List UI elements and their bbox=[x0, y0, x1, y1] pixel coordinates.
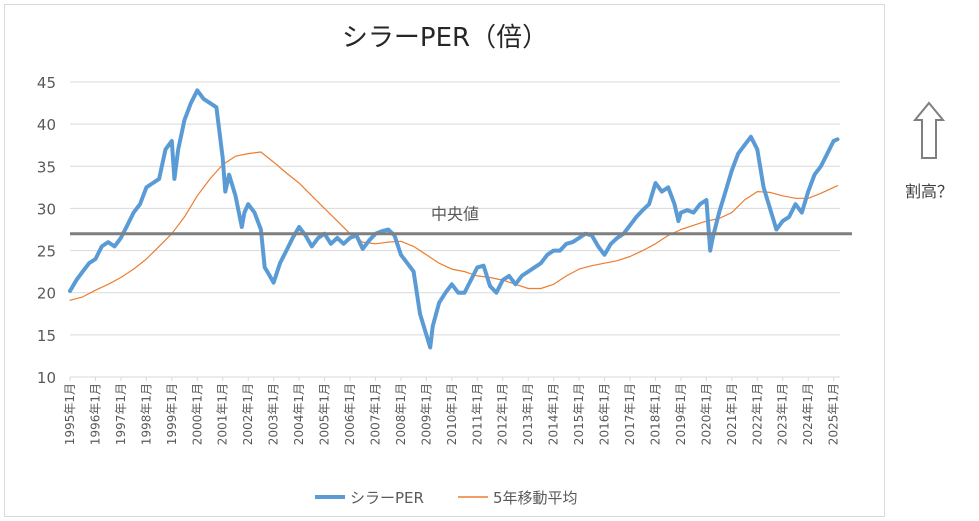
x-tick-label: 2006年1月 bbox=[343, 383, 357, 445]
chart-title: シラーPER（倍） bbox=[342, 23, 548, 53]
y-tick-label: 35 bbox=[37, 158, 56, 176]
x-tick-label: 2013年1月 bbox=[521, 383, 535, 445]
x-axis-labels: 1995年1月 1996年1月 1997年1月 1998年1月 1999年1月 2000年… bbox=[63, 377, 841, 445]
y-tick-label: 45 bbox=[37, 74, 56, 92]
x-tick-label: 1995年1月 bbox=[63, 383, 77, 445]
x-tick-label: 2011年1月 bbox=[470, 383, 484, 445]
median-label: 中央値 bbox=[431, 205, 479, 224]
x-tick-label: 2020年1月 bbox=[699, 383, 713, 445]
up-arrow-icon bbox=[912, 101, 946, 159]
side-note: 割高？ bbox=[905, 182, 954, 201]
x-tick-label: 2004年1月 bbox=[292, 383, 306, 445]
legend-label-shiller-per: シラーPER bbox=[350, 489, 424, 507]
y-tick-label: 25 bbox=[37, 243, 56, 261]
y-tick-label: 20 bbox=[37, 285, 56, 303]
y-tick-label: 30 bbox=[37, 200, 56, 218]
y-axis-labels: 10 15 20 25 30 35 40 45 bbox=[37, 74, 56, 387]
series-line-5yr-ma bbox=[69, 151, 839, 301]
x-tick-label: 2021年1月 bbox=[725, 383, 739, 445]
x-tick-label: 2009年1月 bbox=[419, 383, 433, 445]
x-tick-label: 2025年1月 bbox=[827, 383, 841, 445]
x-tick-label: 2005年1月 bbox=[318, 383, 332, 445]
x-tick-label: 2022年1月 bbox=[750, 383, 764, 445]
x-tick-label: 2017年1月 bbox=[623, 383, 637, 445]
x-tick-label: 2001年1月 bbox=[216, 383, 230, 445]
x-tick-label: 2002年1月 bbox=[241, 383, 255, 445]
legend-label-5yr-ma: 5年移動平均 bbox=[493, 489, 578, 507]
x-tick-label: 2008年1月 bbox=[394, 383, 408, 445]
x-tick-label: 1998年1月 bbox=[139, 383, 153, 445]
x-tick-label: 1996年1月 bbox=[88, 383, 102, 445]
x-tick-label: 1997年1月 bbox=[114, 383, 128, 445]
x-tick-label: 2007年1月 bbox=[368, 383, 382, 445]
chart-frame bbox=[4, 4, 885, 517]
legend: シラーPER 5年移動平均 bbox=[315, 489, 578, 507]
y-tick-label: 15 bbox=[37, 327, 56, 345]
median-reference: 中央値 bbox=[70, 205, 852, 236]
x-tick-label: 2014年1月 bbox=[547, 383, 561, 445]
y-tick-label: 40 bbox=[37, 116, 56, 134]
x-tick-label: 2019年1月 bbox=[674, 383, 688, 445]
x-tick-label: 2012年1月 bbox=[496, 383, 510, 445]
x-tick-label: 2010年1月 bbox=[445, 383, 459, 445]
x-tick-label: 2000年1月 bbox=[190, 383, 204, 445]
x-tick-label: 2023年1月 bbox=[776, 383, 790, 445]
gridlines bbox=[70, 81, 840, 378]
x-tick-label: 2024年1月 bbox=[801, 383, 815, 445]
x-tick-label: 2016年1月 bbox=[598, 383, 612, 445]
x-tick-label: 2003年1月 bbox=[267, 383, 281, 445]
x-tick-label: 2015年1月 bbox=[572, 383, 586, 445]
y-tick-label: 10 bbox=[37, 369, 56, 387]
x-tick-label: 1999年1月 bbox=[165, 383, 179, 445]
x-tick-label: 2018年1月 bbox=[648, 383, 662, 445]
